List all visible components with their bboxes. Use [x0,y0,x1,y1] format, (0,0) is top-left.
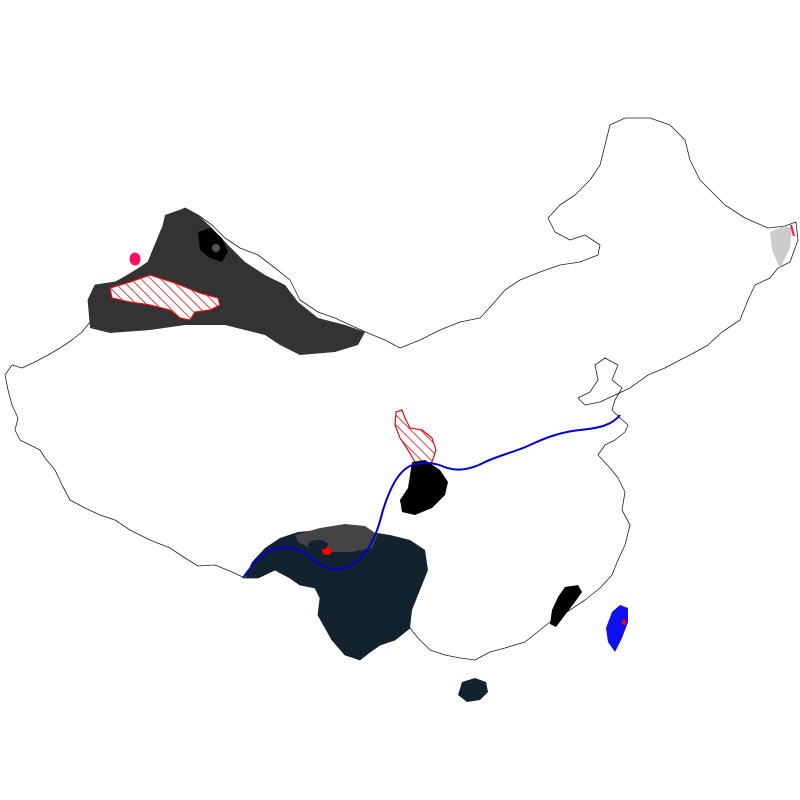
northwest-pink-spot [129,252,141,266]
central-hatched-area [394,409,437,469]
northwest-region [88,208,365,355]
central-black-area [400,460,448,515]
river-line [242,414,621,579]
southwest-region [245,530,428,660]
southeast-black-patch [550,585,582,627]
southwest-navy-blob [308,540,328,550]
northwest-black-patch [198,228,228,262]
eastern-island-red-spot [622,619,626,625]
southwest-red-spot [322,547,332,555]
northwest-hatched-band [109,274,221,321]
northeast-grey-tip [770,226,792,268]
northeast-pink-edge [790,224,795,237]
southern-island [458,678,488,702]
northwest-grey-dot [212,244,220,252]
eastern-island [606,605,628,652]
